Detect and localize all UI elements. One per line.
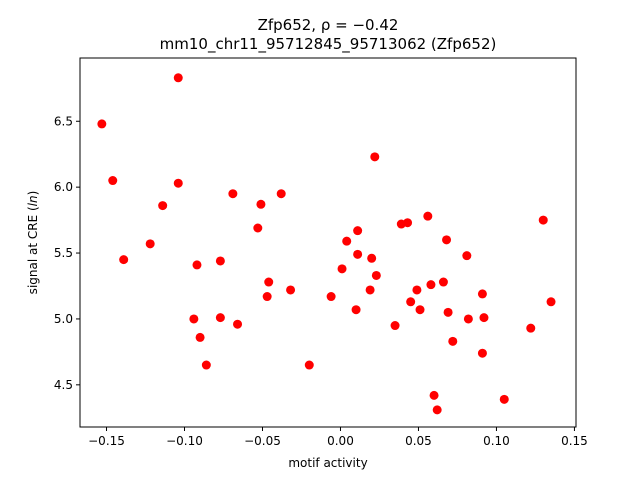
data-point [479,313,489,323]
x-tick-label: 0.10 [483,434,510,448]
data-point [195,332,205,342]
data-point [304,360,314,370]
data-point [448,336,458,346]
data-point [264,277,274,287]
data-point [256,199,266,209]
data-point [403,218,413,228]
data-point [97,119,107,129]
data-point [262,292,272,302]
data-point [173,178,183,188]
data-point [253,223,263,233]
data-point [119,255,129,265]
data-point [477,348,487,358]
data-point [192,260,202,270]
data-point [477,289,487,299]
data-point [228,189,238,199]
data-point [353,226,363,236]
data-point [443,307,453,317]
x-tick-label: 0.05 [405,434,432,448]
x-axis-label: motif activity [288,456,367,470]
chart-title-line-1: Zfp652, ρ = −0.42 [258,16,399,34]
y-axis-label-unit: ln [26,195,40,206]
data-point [215,256,225,266]
data-point [145,239,155,249]
y-axis-label: signal at CRE (ln) [26,191,40,295]
x-tick-label: 0.00 [327,434,354,448]
data-point [286,285,296,295]
data-point [189,314,199,324]
data-point [108,176,118,186]
x-tick-label: −0.05 [244,434,281,448]
data-point [406,297,416,307]
y-tick-label: 6.5 [54,114,73,128]
data-point [438,277,448,287]
x-tick-label: 0.15 [561,434,588,448]
data-point [538,215,548,225]
data-point [353,249,363,259]
y-tick-label: 4.5 [54,378,73,392]
data-point [370,152,380,162]
data-point [215,313,225,323]
data-point [342,236,352,246]
data-points-layer [97,73,556,415]
y-tick-label: 5.5 [54,246,73,260]
data-point [499,394,509,404]
data-point [201,360,211,370]
data-point [276,189,286,199]
data-point [463,314,473,324]
data-point [371,270,381,280]
y-axis-ticks: 4.5 5.0 5.5 6.0 6.5 [54,114,80,392]
y-tick-label: 6.0 [54,180,73,194]
y-tick-label: 5.0 [54,312,73,326]
chart-title-line-2: mm10_chr11_95712845_95713062 (Zfp652) [160,35,497,54]
data-point [367,253,377,263]
data-point [365,285,375,295]
data-point [337,264,347,274]
data-point [233,319,243,329]
data-point [158,201,168,211]
data-point [412,285,422,295]
data-point [526,323,536,333]
data-point [442,235,452,245]
data-point [429,390,439,400]
data-point [326,292,336,302]
data-point [462,251,472,261]
data-point [390,321,400,331]
data-point [426,280,436,290]
plot-frame [79,57,577,428]
data-point [351,305,361,315]
data-point [415,305,425,315]
data-point [546,297,556,307]
x-tick-label: −0.10 [166,434,203,448]
data-point [432,405,442,415]
data-point [423,211,433,221]
x-axis-ticks: −0.15 −0.10 −0.05 0.00 0.05 0.10 0.15 [88,427,588,448]
data-point [173,73,183,83]
x-tick-label: −0.15 [88,434,125,448]
